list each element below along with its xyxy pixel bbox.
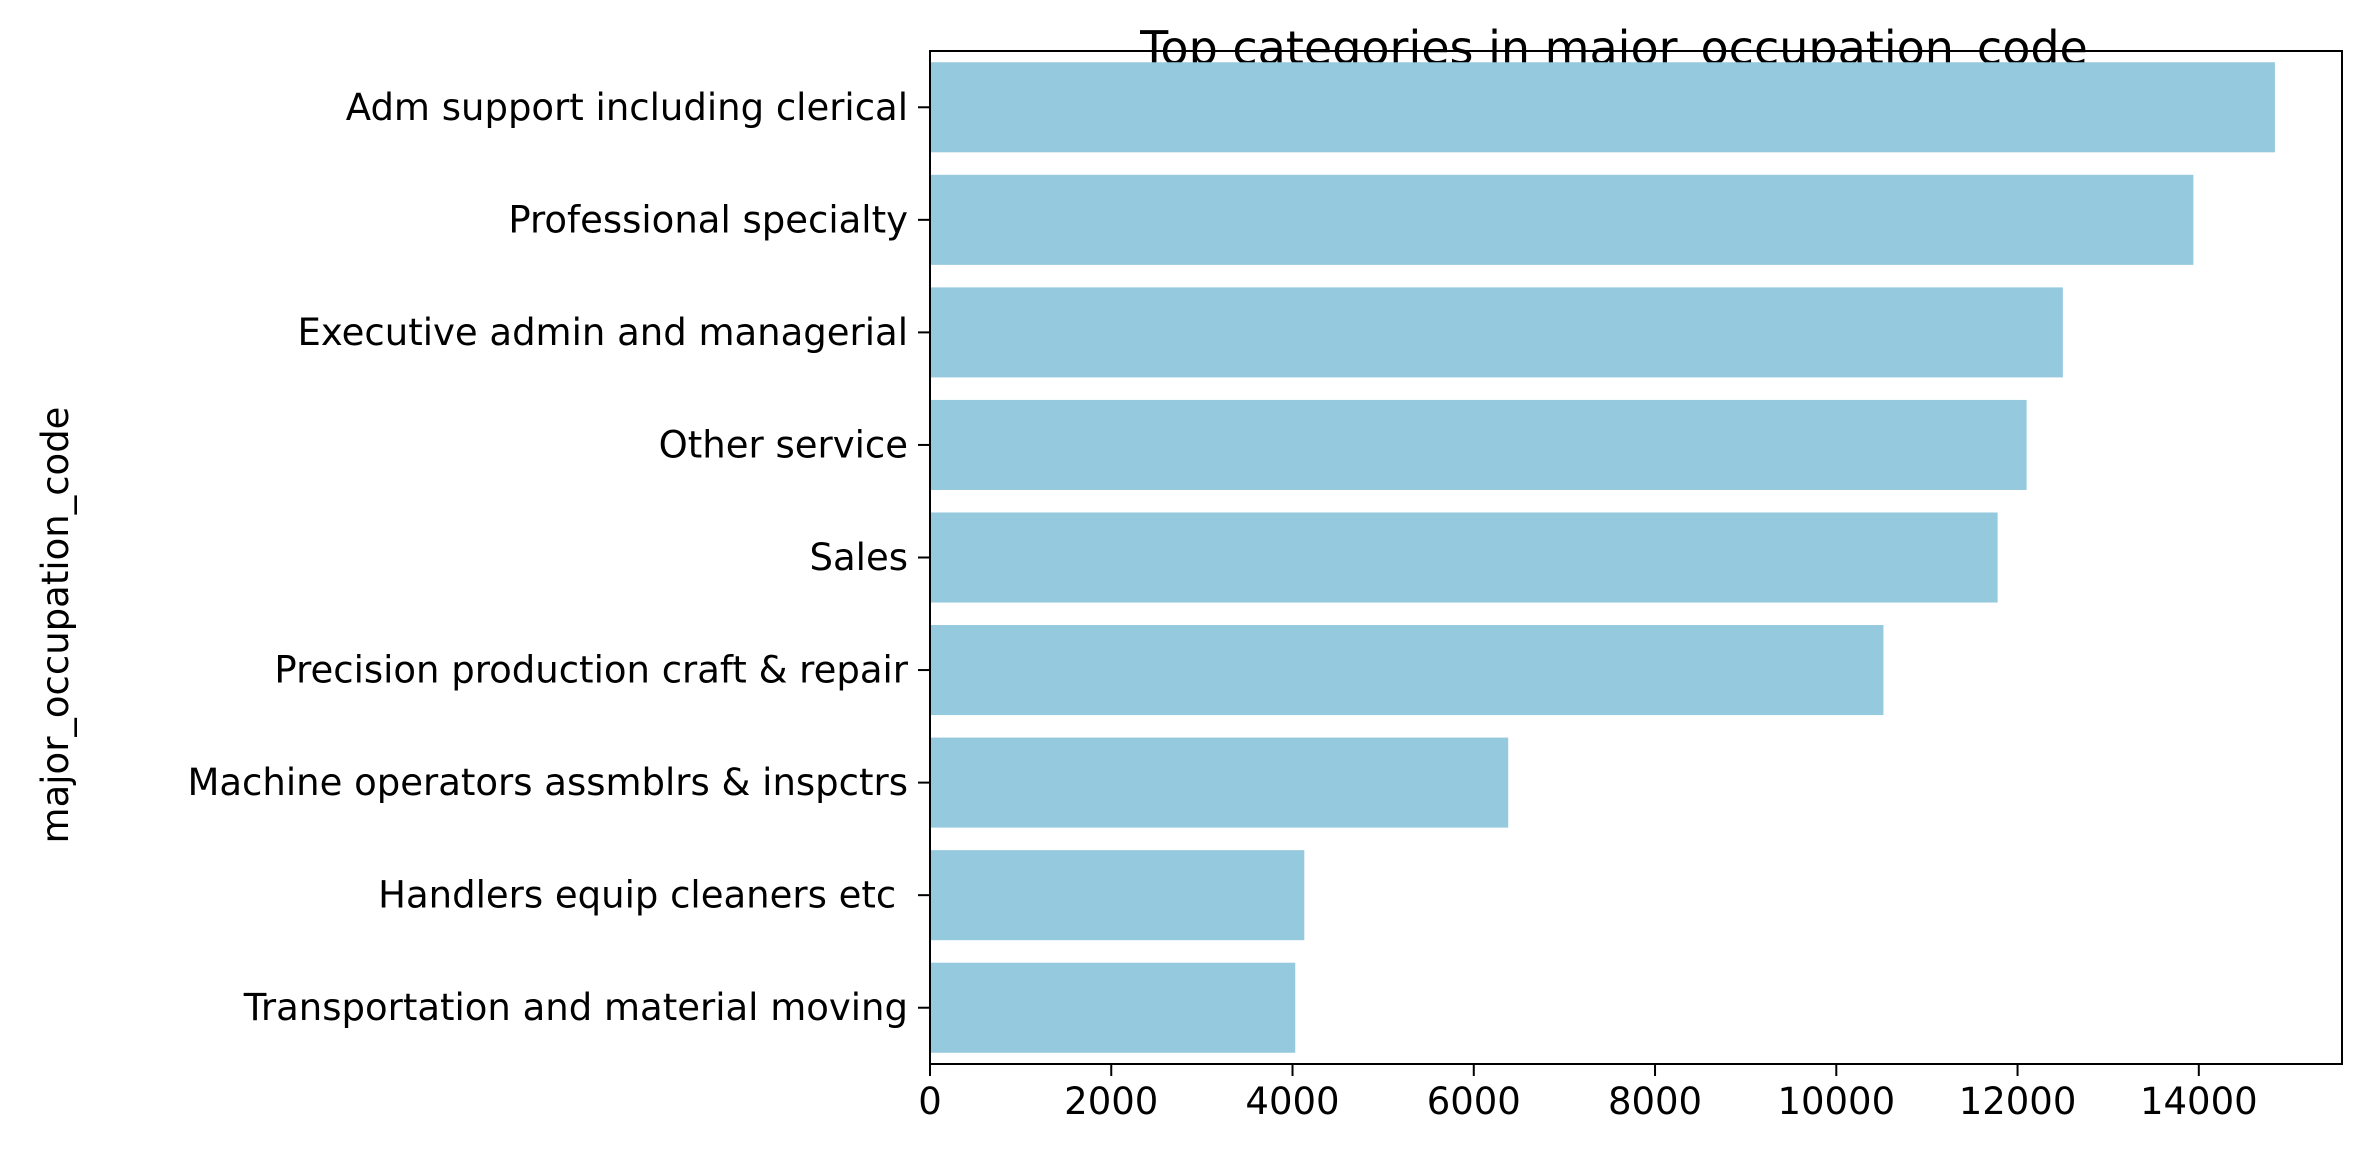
y-tick-label: Adm support including clerical xyxy=(346,86,908,129)
x-tick-label: 2000 xyxy=(1064,1080,1158,1123)
x-tick-label: 0 xyxy=(918,1080,942,1123)
x-tick-label: 14000 xyxy=(2140,1080,2258,1123)
y-tick-label: Sales xyxy=(810,536,908,579)
x-tick-label: 4000 xyxy=(1245,1080,1339,1123)
y-axis-label: major_occupation_code xyxy=(34,407,77,844)
x-tick-label: 10000 xyxy=(1777,1080,1895,1123)
bar xyxy=(930,625,1884,716)
bar xyxy=(930,399,2027,490)
bar xyxy=(930,287,2063,378)
bar xyxy=(930,62,2275,153)
x-tick-label: 8000 xyxy=(1608,1080,1702,1123)
bar xyxy=(930,962,1296,1053)
x-tick-label: 12000 xyxy=(1959,1080,2077,1123)
y-tick-label: Professional specialty xyxy=(508,198,908,241)
y-tick-label: Executive admin and managerial xyxy=(298,311,909,354)
y-tick-label: Machine operators assmblrs & inspctrs xyxy=(187,761,908,804)
bar xyxy=(930,737,1509,828)
y-tick-label: Precision production craft & repair xyxy=(274,649,908,692)
y-tick-label: Other service xyxy=(659,423,908,466)
plot-frame xyxy=(929,50,2343,1065)
bar xyxy=(930,850,1305,941)
y-ticks-group: Adm support including clerical Profession… xyxy=(187,86,930,1029)
bar xyxy=(930,512,1998,603)
bars-group xyxy=(930,62,2275,1053)
x-ticks-group: 0 2000 4000 6000 8000 10000 12000 14000 xyxy=(918,1064,2258,1123)
y-tick-label: Handlers equip cleaners etc xyxy=(378,874,908,917)
x-tick-label: 6000 xyxy=(1427,1080,1521,1123)
y-tick-label: Transportation and material moving xyxy=(243,986,908,1029)
bar xyxy=(930,174,2194,265)
